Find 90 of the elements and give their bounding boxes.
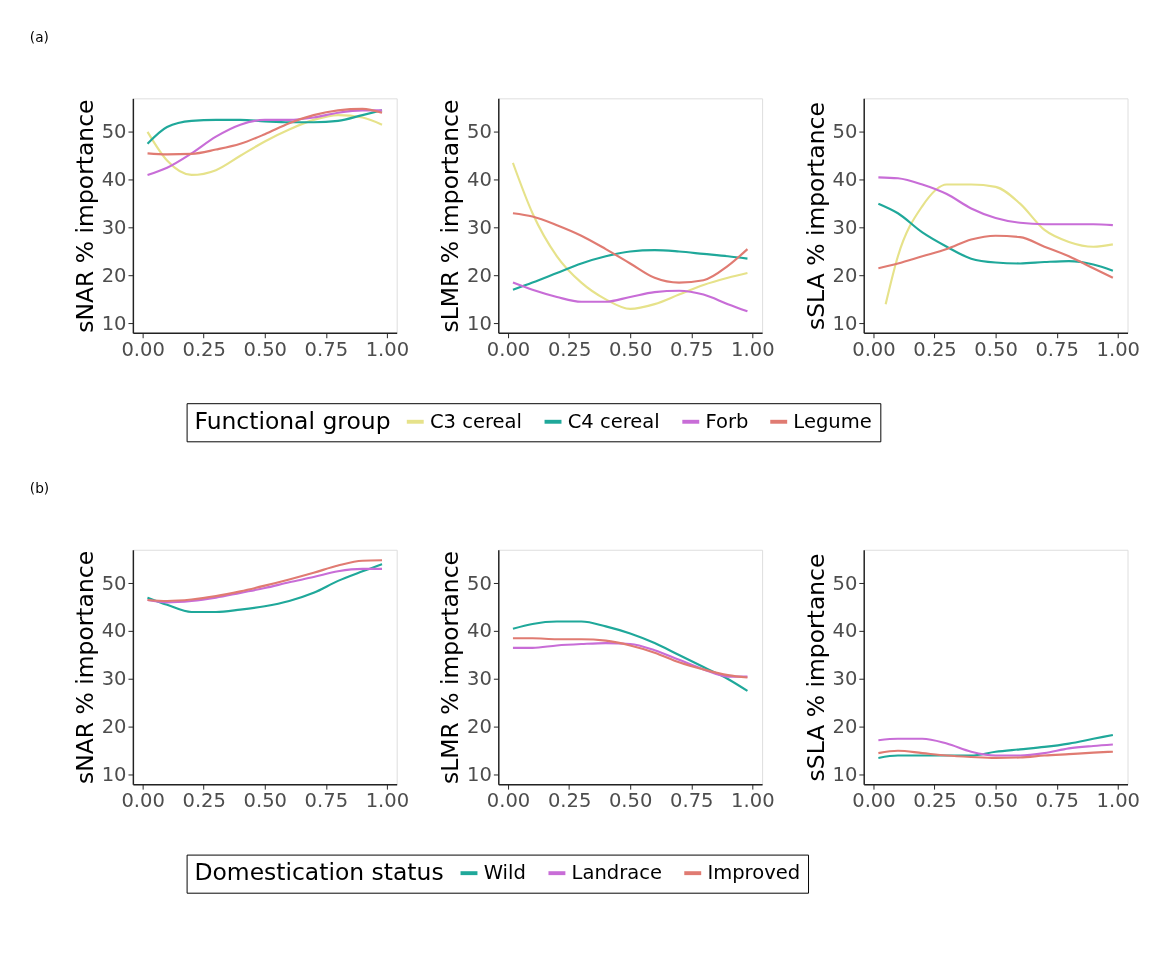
y-tick-label: 10 — [101, 311, 127, 335]
chart-title: (a) — [29, 28, 49, 45]
y-tick-label: 10 — [832, 311, 858, 335]
y-axis-title: sLMR % importance — [436, 551, 465, 784]
x-tick-label: 0.75 — [1035, 789, 1079, 813]
line-series — [877, 176, 1114, 227]
line-series — [877, 234, 1114, 279]
x-tick-label: 0.25 — [182, 337, 226, 361]
line-series — [146, 563, 384, 614]
y-tick-label: 40 — [832, 168, 858, 192]
x-tick-label: 0.50 — [974, 337, 1018, 361]
x-tick-label: 0.50 — [243, 337, 288, 361]
legend-label: Forb — [705, 409, 749, 433]
y-axis-title: sNAR % importance — [70, 99, 99, 333]
y-tick-label: 50 — [467, 571, 492, 595]
legend-label: Improved — [707, 861, 801, 885]
legend-label: C3 cereal — [429, 409, 522, 433]
x-tick-label: 0.50 — [608, 337, 653, 361]
y-tick-label: 10 — [467, 763, 492, 787]
y-tick-label: 40 — [832, 619, 858, 643]
y-tick-label: 30 — [832, 667, 858, 691]
y-tick-label: 10 — [101, 763, 127, 787]
x-tick-label: 0.00 — [121, 789, 165, 813]
y-axis-title: sSLA % importance — [801, 553, 830, 782]
x-tick-label: 1.00 — [731, 337, 775, 361]
y-tick-label: 20 — [832, 263, 858, 287]
y-tick-label: 10 — [832, 763, 858, 787]
y-tick-label: 30 — [101, 215, 127, 239]
legend-label: Legume — [793, 409, 872, 433]
line-series — [511, 161, 749, 311]
y-tick-label: 50 — [101, 571, 127, 595]
y-tick-label: 10 — [467, 311, 492, 335]
x-tick-label: 0.00 — [121, 337, 165, 361]
x-tick-label: 1.00 — [1096, 337, 1140, 361]
x-tick-label: 1.00 — [365, 789, 410, 813]
y-tick-label: 20 — [467, 715, 492, 739]
y-tick-label: 50 — [467, 120, 492, 144]
y-axis-title: sSLA % importance — [801, 102, 830, 330]
legend-title: Domestication status — [194, 858, 444, 887]
x-tick-label: 0.00 — [852, 337, 896, 361]
x-tick-label: 1.00 — [1096, 789, 1140, 813]
y-tick-label: 20 — [832, 715, 858, 739]
y-tick-label: 40 — [467, 168, 492, 192]
x-tick-label: 0.75 — [670, 337, 714, 361]
chart-title: (b) — [29, 480, 50, 497]
line-series — [146, 107, 384, 156]
x-tick-label: 0.00 — [852, 789, 896, 813]
y-tick-label: 50 — [101, 120, 127, 144]
line-series — [877, 202, 1114, 272]
legend-label: Wild — [483, 861, 526, 885]
y-tick-label: 40 — [467, 619, 492, 643]
line-series — [511, 281, 749, 313]
y-tick-label: 30 — [467, 215, 492, 239]
x-tick-label: 0.75 — [670, 789, 714, 813]
x-tick-label: 0.00 — [486, 337, 531, 361]
line-series — [884, 183, 1114, 306]
y-tick-label: 40 — [101, 619, 127, 643]
x-tick-label: 0.25 — [182, 789, 226, 813]
y-tick-label: 50 — [832, 571, 858, 595]
y-tick-label: 30 — [832, 215, 858, 239]
line-series — [877, 749, 1114, 760]
y-tick-label: 40 — [101, 168, 127, 192]
y-axis-title: sNAR % importance — [70, 550, 99, 785]
x-tick-label: 0.25 — [913, 337, 957, 361]
y-tick-label: 20 — [101, 263, 127, 287]
y-tick-label: 20 — [467, 263, 492, 287]
line-series — [511, 248, 749, 291]
y-tick-label: 20 — [101, 715, 127, 739]
legend-label: Landrace — [571, 861, 662, 885]
x-tick-label: 0.50 — [243, 789, 288, 813]
x-tick-label: 0.50 — [974, 789, 1018, 813]
x-tick-label: 1.00 — [731, 789, 775, 813]
x-tick-label: 0.75 — [304, 789, 349, 813]
line-series — [511, 212, 749, 284]
x-tick-label: 0.25 — [547, 337, 592, 361]
line-series — [146, 559, 384, 603]
x-tick-label: 0.50 — [608, 789, 653, 813]
x-tick-label: 0.75 — [304, 337, 349, 361]
x-tick-label: 0.25 — [547, 789, 592, 813]
y-tick-label: 50 — [832, 120, 858, 144]
legend-label: C4 cereal — [567, 409, 660, 433]
y-tick-label: 30 — [467, 667, 492, 691]
legend-title: Functional group — [194, 406, 391, 435]
x-tick-label: 0.25 — [913, 789, 957, 813]
x-tick-label: 0.75 — [1035, 337, 1079, 361]
x-tick-label: 1.00 — [365, 337, 410, 361]
y-axis-title: sLMR % importance — [436, 99, 465, 333]
x-tick-label: 0.00 — [486, 789, 531, 813]
line-series — [511, 620, 749, 693]
y-tick-label: 30 — [101, 667, 127, 691]
